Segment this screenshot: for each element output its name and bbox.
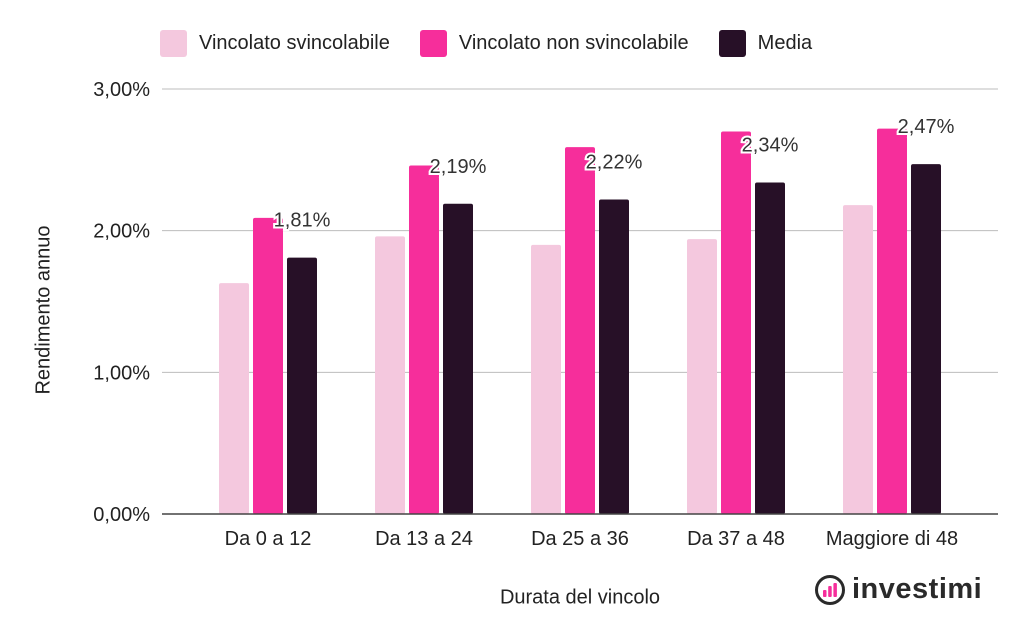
- bar-chart-circle-icon: [815, 574, 845, 605]
- y-axis-title: Rendimento annuo: [32, 225, 55, 395]
- brand-name: investimi: [852, 573, 983, 605]
- x-tick-label: Da 37 a 48: [687, 528, 785, 550]
- legend-label: Media: [757, 32, 813, 54]
- data-label: 2,22%: [586, 152, 643, 174]
- bar: [219, 283, 249, 514]
- y-tick-label: 0,00%: [93, 504, 150, 526]
- bar: [565, 147, 595, 515]
- data-label: 2,19%: [430, 156, 487, 178]
- x-tick-label: Da 25 a 36: [531, 528, 629, 550]
- x-tick-label: Da 0 a 12: [225, 528, 312, 550]
- y-tick-label: 2,00%: [93, 221, 150, 243]
- data-label: 2,34%: [742, 135, 799, 157]
- bar: [409, 165, 439, 514]
- y-tick-label: 1,00%: [93, 362, 150, 384]
- legend: Vincolato svincolabile Vincolato non svi…: [160, 30, 842, 57]
- legend-swatch: [160, 30, 187, 57]
- legend-label: Vincolato non svincolabile: [458, 32, 689, 54]
- legend-swatch: [718, 30, 746, 57]
- bar: [877, 128, 907, 514]
- bar: [531, 244, 561, 515]
- y-tick-label: 3,00%: [93, 79, 150, 101]
- bar: [287, 257, 317, 514]
- brand-logo: investimi: [814, 573, 982, 606]
- x-tick-label: Da 13 a 24: [375, 528, 473, 550]
- bar: [843, 205, 873, 514]
- bar: [911, 164, 941, 515]
- x-axis-title: Durata del vincolo: [499, 586, 661, 609]
- data-label: 1,81%: [274, 210, 331, 232]
- bar: [687, 239, 717, 514]
- legend-item: Media: [718, 30, 813, 57]
- legend-swatch: [419, 30, 447, 57]
- bar: [253, 217, 283, 514]
- legend-item: Vincolato non svincolabile: [419, 30, 689, 57]
- legend-label: Vincolato svincolabile: [199, 32, 390, 54]
- x-tick-label: Maggiore di 48: [826, 528, 958, 550]
- data-label: 2,47%: [898, 116, 955, 138]
- bar: [721, 131, 751, 514]
- legend-item: Vincolato svincolabile: [160, 30, 390, 57]
- bar: [755, 182, 785, 514]
- bar: [443, 203, 473, 514]
- bar: [375, 236, 405, 515]
- bar: [599, 199, 629, 514]
